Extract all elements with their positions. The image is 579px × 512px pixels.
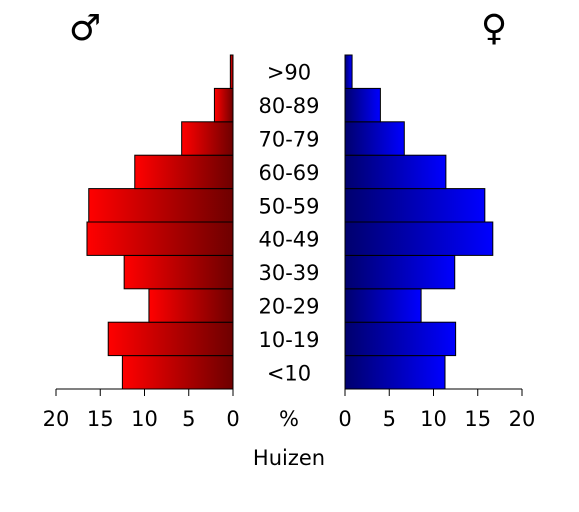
- bar: [344, 254, 456, 290]
- bar: [344, 54, 353, 89]
- category-label: 60-69: [258, 161, 319, 185]
- bar: [344, 355, 446, 390]
- category-label: <10: [267, 361, 311, 385]
- x-tick-label: 5: [383, 407, 396, 431]
- x-tick-label: 0: [226, 407, 239, 431]
- bar: [344, 188, 486, 223]
- bar: [344, 154, 447, 190]
- category-label: 40-49: [258, 228, 319, 252]
- bar: [181, 121, 234, 156]
- x-tick-label: 10: [131, 407, 158, 431]
- bar: [344, 288, 422, 323]
- x-tick-label: 20: [509, 407, 536, 431]
- bar: [134, 154, 234, 190]
- bar: [123, 254, 234, 290]
- x-axis-label: Huizen: [253, 446, 325, 470]
- bar: [344, 87, 381, 123]
- bar: [344, 221, 494, 256]
- x-tick-label: 15: [464, 407, 491, 431]
- category-label: >90: [267, 61, 311, 85]
- bar: [229, 54, 234, 89]
- unit-label: %: [279, 407, 299, 431]
- category-label: 70-79: [258, 128, 319, 152]
- x-tick-label: 15: [87, 407, 114, 431]
- category-label: 20-29: [258, 295, 319, 319]
- category-label: 50-59: [258, 194, 319, 218]
- bar: [86, 221, 234, 256]
- legend-symbol: ♂: [69, 8, 101, 49]
- x-tick-label: 20: [43, 407, 70, 431]
- bar: [344, 121, 405, 156]
- bar: [148, 288, 234, 323]
- category-label: 30-39: [258, 261, 319, 285]
- legend-symbol: ♀: [481, 8, 507, 49]
- bar: [121, 355, 234, 390]
- bar: [107, 321, 234, 357]
- x-tick-label: 0: [338, 407, 351, 431]
- bar: [88, 188, 234, 223]
- x-tick-label: 10: [420, 407, 447, 431]
- category-label: 80-89: [258, 94, 319, 118]
- x-tick-label: 5: [182, 407, 195, 431]
- bar: [344, 321, 457, 357]
- category-label: 10-19: [258, 328, 319, 352]
- bar: [213, 87, 234, 123]
